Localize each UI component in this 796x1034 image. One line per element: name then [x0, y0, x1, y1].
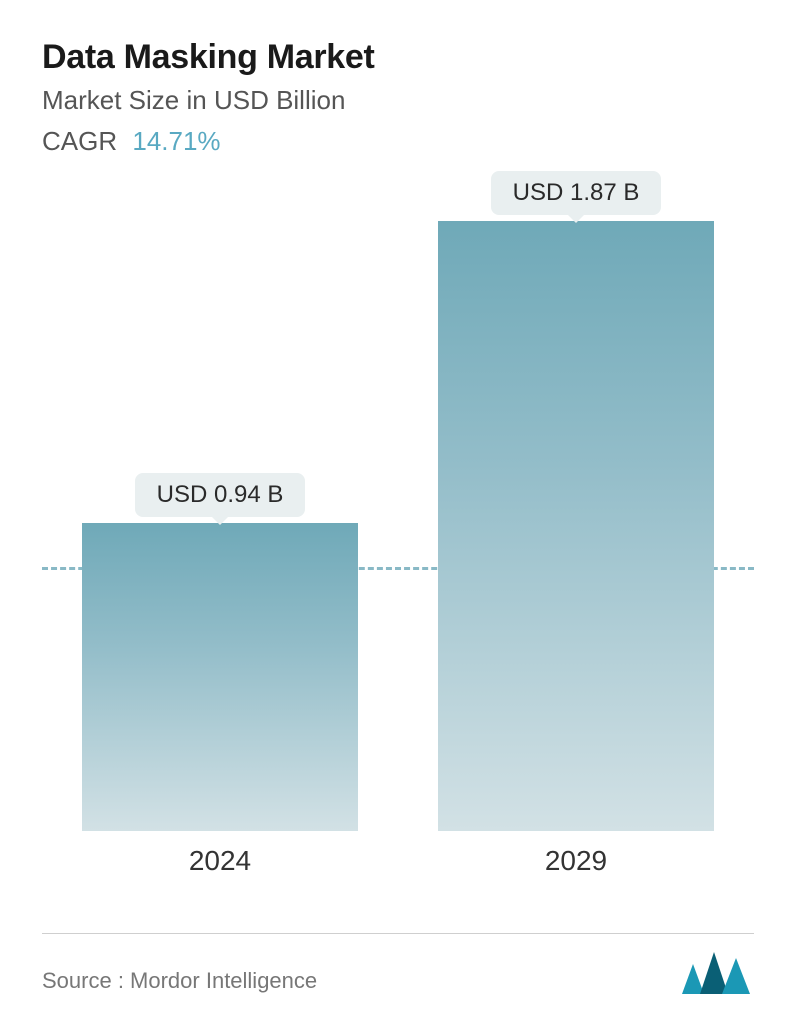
bar-group-2024: USD 0.94 B 2024 [82, 473, 358, 877]
value-label-2024: USD 0.94 B [135, 473, 306, 517]
footer-divider [42, 933, 754, 934]
chart-subtitle: Market Size in USD Billion [42, 85, 754, 116]
xlabel-2024: 2024 [189, 845, 251, 877]
cagr-label: CAGR [42, 126, 117, 156]
footer: Source : Mordor Intelligence [42, 952, 754, 994]
bar-group-2029: USD 1.87 B 2029 [438, 171, 714, 877]
cagr-row: CAGR 14.71% [42, 126, 754, 157]
brand-logo-icon [682, 952, 754, 994]
cagr-value: 14.71% [132, 126, 220, 156]
chart-title: Data Masking Market [42, 38, 754, 77]
value-label-2029: USD 1.87 B [491, 171, 662, 215]
chart-container: Data Masking Market Market Size in USD B… [0, 0, 796, 1034]
xlabel-2029: 2029 [545, 845, 607, 877]
source-text: Source : Mordor Intelligence [42, 968, 317, 994]
bar-2024 [82, 523, 358, 831]
bars-wrap: USD 0.94 B 2024 USD 1.87 B 2029 [42, 187, 754, 877]
chart-area: USD 0.94 B 2024 USD 1.87 B 2029 [42, 187, 754, 917]
bar-2029 [438, 221, 714, 831]
